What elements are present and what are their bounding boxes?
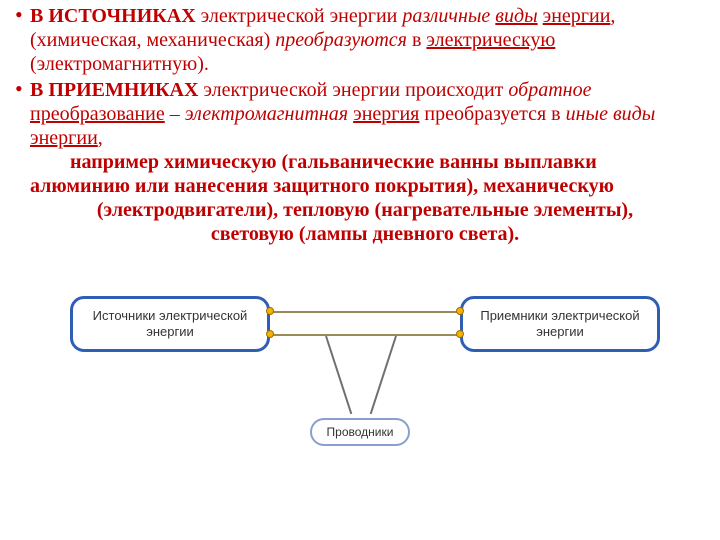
t: преобразование	[30, 103, 165, 125]
wire-top	[270, 311, 460, 313]
t: иные виды	[566, 103, 656, 125]
terminal-dot	[266, 330, 274, 338]
lead-line	[370, 336, 397, 415]
t: в	[407, 29, 426, 51]
t: различные	[402, 5, 495, 27]
node-sources: Источники электрической энергии	[70, 296, 270, 352]
terminal-dot	[266, 307, 274, 315]
para-2: В ПРИЕМНИКАХ электрической энергии проис…	[30, 78, 700, 150]
p6: световую (лампы дневного света).	[30, 222, 700, 246]
t: ,	[98, 127, 103, 149]
node-receivers-label: Приемники электрической энергии	[469, 308, 651, 341]
t: электрической энергии происходит	[198, 79, 508, 101]
diagram: Источники электрической энергии Приемник…	[0, 276, 720, 476]
p1-sources: В ИСТОЧНИКАХ	[30, 5, 196, 27]
node-conductors-label: Проводники	[327, 425, 394, 440]
p2-receivers: В ПРИЕМНИКАХ	[30, 79, 198, 101]
node-receivers: Приемники электрической энергии	[460, 296, 660, 352]
p5: (электродвигатели), тепловую (нагревател…	[30, 198, 700, 222]
t: преобразуется в	[419, 103, 565, 125]
node-conductors: Проводники	[310, 418, 410, 446]
bullet-1: В ИСТОЧНИКАХ электрической энергии разли…	[30, 4, 700, 76]
t: преобразуются	[275, 29, 407, 51]
text-block: В ИСТОЧНИКАХ электрической энергии разли…	[0, 0, 720, 246]
terminal-dot	[456, 307, 464, 315]
t: (электромагнитную).	[30, 53, 209, 75]
node-sources-label: Источники электрической энергии	[79, 308, 261, 341]
lead-line	[325, 336, 352, 415]
t: электрической энергии	[196, 5, 403, 27]
wire-bottom	[270, 334, 460, 336]
t: –	[165, 103, 185, 125]
p4: алюминию или нанесения защитного покрыти…	[30, 174, 700, 198]
t: энергии	[30, 127, 98, 149]
t: энергия	[353, 103, 419, 125]
t: электромагнитная	[185, 103, 348, 125]
terminal-dot	[456, 330, 464, 338]
t: виды	[495, 5, 537, 27]
p3: например химическую (гальванические ванн…	[30, 150, 700, 174]
t: электрическую	[426, 29, 555, 51]
t: энергии	[543, 5, 611, 27]
bullet-2: В ПРИЕМНИКАХ электрической энергии проис…	[30, 78, 700, 246]
para-1: В ИСТОЧНИКАХ электрической энергии разли…	[30, 4, 700, 76]
t: обратное	[508, 79, 591, 101]
